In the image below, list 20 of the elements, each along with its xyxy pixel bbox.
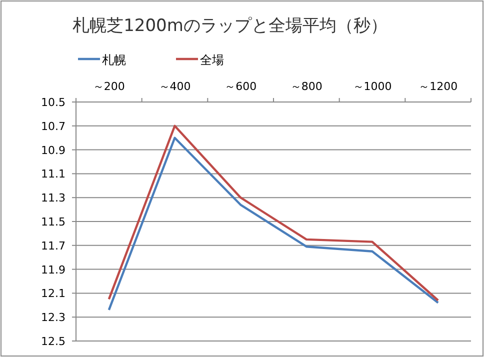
x-tick-label: ～800 bbox=[290, 80, 322, 93]
y-tick-label: 12.1 bbox=[41, 287, 66, 300]
x-tick-label: ～400 bbox=[158, 80, 191, 93]
y-tick-label: 11.7 bbox=[41, 239, 66, 252]
x-tick-label: ～200 bbox=[92, 80, 125, 93]
y-tick-label: 11.1 bbox=[41, 168, 66, 181]
y-tick-label: 10.7 bbox=[41, 120, 66, 133]
legend-label: 札幌 bbox=[102, 53, 126, 67]
chart-title: 札幌芝1200mのラップと全場平均（秒） bbox=[72, 16, 388, 36]
legend-label: 全場 bbox=[200, 53, 224, 67]
x-tick-label: ～1200 bbox=[418, 80, 458, 93]
y-tick-label: 11.3 bbox=[41, 192, 66, 205]
y-tick-label: 12.3 bbox=[41, 311, 66, 324]
y-tick-label: 11.5 bbox=[41, 216, 66, 228]
y-tick-label: 10.5 bbox=[41, 96, 66, 109]
x-tick-label: ～1000 bbox=[352, 80, 392, 93]
x-tick-label: ～600 bbox=[224, 80, 257, 93]
y-tick-label: 10.9 bbox=[41, 144, 66, 157]
y-tick-label: 11.9 bbox=[41, 263, 66, 276]
y-tick-label: 12.5 bbox=[41, 335, 66, 348]
